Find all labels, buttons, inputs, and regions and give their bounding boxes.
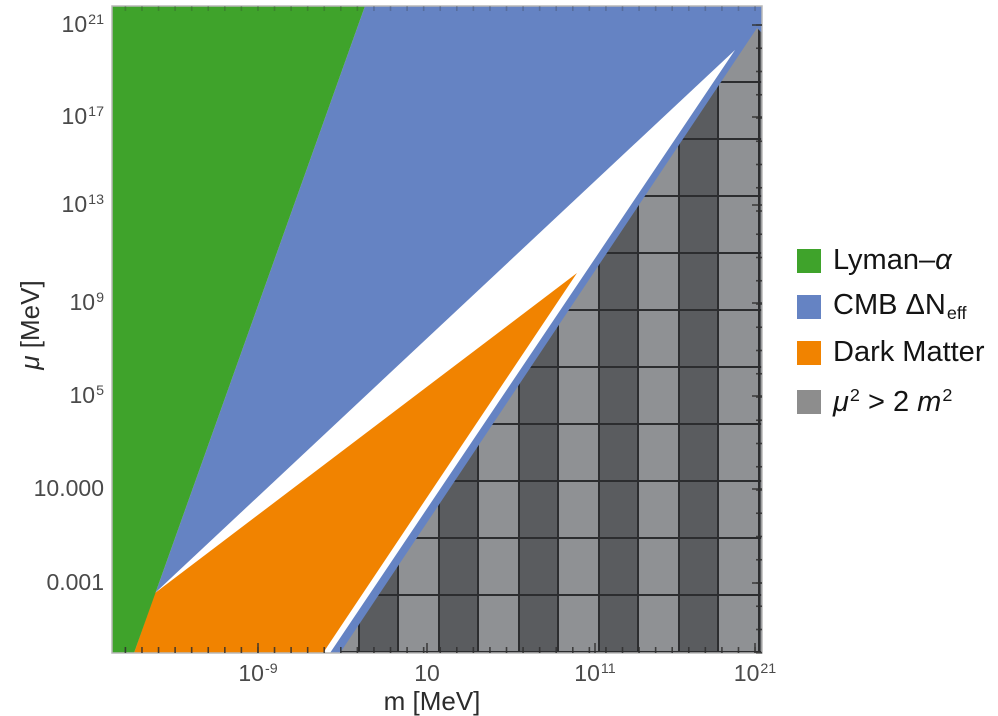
tick-exponent: 13: [88, 192, 104, 209]
legend-label-dark-matter: Dark Matter: [833, 338, 984, 367]
legend-swatch-dark-matter: [797, 340, 821, 365]
tick-exponent: 21: [760, 661, 777, 678]
tick-base: 10: [61, 11, 88, 37]
tick-base: 10: [414, 660, 440, 686]
text-part: [MeV]: [15, 280, 45, 356]
legend-label-lyman-alpha: Lyman–α: [833, 246, 952, 275]
tick-base: 10: [69, 382, 96, 408]
x-tick-label: 1021: [734, 662, 776, 685]
legend-item-mu2-gt-2m2: μ2 > 2 m2: [797, 386, 952, 417]
tick-exponent: 17: [88, 104, 104, 121]
text-part: 2: [849, 385, 860, 406]
tick-exponent: 21: [88, 12, 104, 29]
x-tick-label: 1011: [574, 662, 615, 685]
tick-base: 10: [61, 191, 88, 217]
region-mu2-gt-2m2: [340, 28, 762, 653]
text-part: CMB ΔN: [833, 288, 946, 321]
plot-frame-border: [111, 5, 763, 654]
y-axis-title: μ [MeV]: [15, 275, 45, 375]
legend-item-dark-matter: Dark Matter: [797, 338, 984, 367]
legend-item-lyman-alpha: Lyman–α: [797, 246, 952, 275]
text-part: μ: [833, 385, 849, 418]
legend-item-cmb-delta-neff: CMB ΔNeff: [797, 288, 967, 324]
tick-exponent: 9: [96, 290, 104, 307]
y-tick-label: 10.000: [0, 477, 104, 500]
tick-exponent: -9: [264, 661, 278, 678]
x-tick-label: 10-9: [238, 662, 277, 685]
text-part: m: [917, 385, 942, 418]
y-tick-label: 0.001: [0, 571, 104, 594]
tick-base: 10: [733, 660, 760, 686]
tick-base: 10.000: [33, 475, 104, 501]
text-part: eff: [946, 303, 967, 324]
axis-ticks: [124, 6, 762, 654]
legend-label-mu2-gt-2m2: μ2 > 2 m2: [833, 386, 952, 417]
region-dark-matter: [134, 273, 577, 653]
tick-exponent: 11: [600, 661, 616, 678]
text-part: [MeV]: [405, 686, 481, 716]
x-axis-title: m [MeV]: [348, 688, 516, 714]
region-lyman-alpha: [112, 6, 365, 653]
text-part: Lyman–: [833, 244, 936, 276]
legend-swatch-cmb-delta-neff: [797, 294, 821, 319]
tick-base: 0.001: [46, 569, 104, 595]
legend-label-cmb-delta-neff: CMB ΔNeff: [833, 288, 967, 324]
x-tick-label: 10: [414, 662, 440, 685]
y-tick-label: 1021: [0, 13, 104, 36]
text-part: 2: [942, 385, 953, 406]
text-part: μ: [15, 355, 45, 370]
y-tick-label: 109: [0, 291, 104, 314]
text-part: α: [935, 244, 952, 276]
y-tick-label: 1013: [0, 193, 104, 216]
text-part: Dark Matter: [833, 336, 985, 368]
tick-base: 10: [61, 103, 88, 129]
tick-exponent: 5: [96, 383, 104, 400]
tick-base: 10: [574, 660, 600, 686]
legend: Lyman–α CMB ΔNeff Dark Matter μ2 > 2 m2: [797, 246, 997, 437]
text-part: m: [383, 686, 406, 716]
tick-base: 10: [238, 660, 264, 686]
y-tick-label: 105: [0, 384, 104, 407]
y-tick-label: 1017: [0, 105, 104, 128]
text-part: > 2: [859, 385, 918, 418]
tick-base: 10: [69, 289, 96, 315]
legend-swatch-mu2-gt-2m2: [797, 389, 821, 414]
legend-swatch-lyman-alpha: [797, 248, 821, 273]
